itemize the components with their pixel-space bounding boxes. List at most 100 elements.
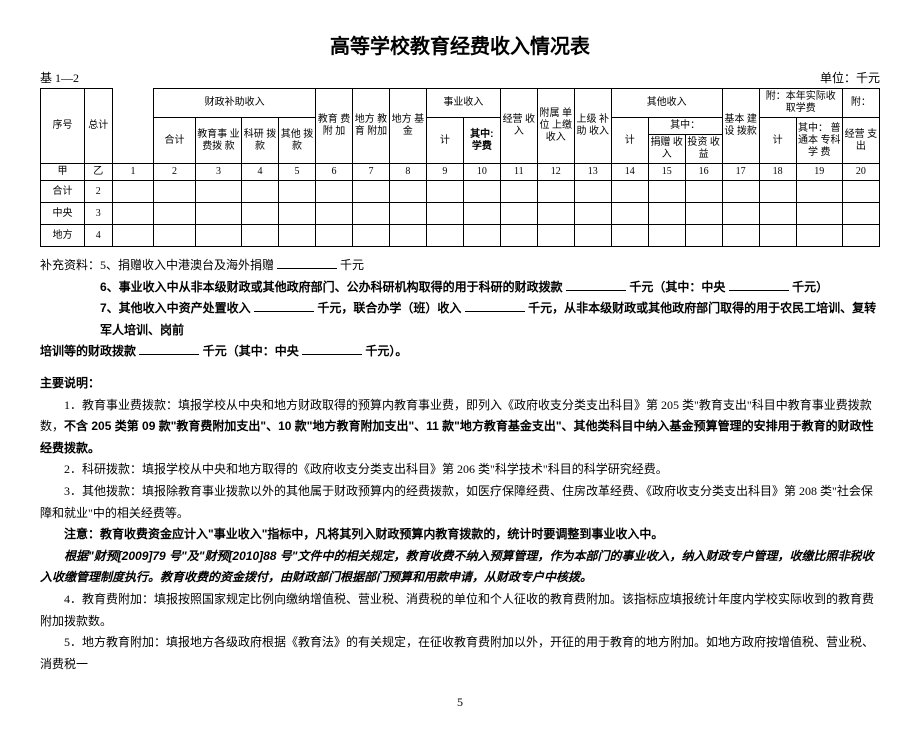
cell bbox=[279, 203, 316, 225]
idx-yi: 乙 bbox=[84, 164, 112, 181]
cell bbox=[242, 181, 279, 203]
col-ptbzk: 其中： 普通本 专科学 费 bbox=[796, 118, 842, 164]
col-czbz: 财政补助收入 bbox=[154, 89, 316, 118]
explain-2: 2．科研拨款：填报学校从中央和地方取得的《政府收支分类支出科目》第 206 类"… bbox=[40, 459, 880, 481]
cell bbox=[500, 225, 537, 247]
cell bbox=[426, 203, 463, 225]
cell bbox=[722, 181, 759, 203]
col-tzsy: 投资 收益 bbox=[685, 135, 722, 164]
col-sjbz: 上级 补助 收入 bbox=[574, 89, 611, 164]
row-num: 2 bbox=[84, 181, 112, 203]
cell bbox=[574, 203, 611, 225]
page-number: 5 bbox=[40, 695, 880, 710]
blank bbox=[302, 343, 362, 355]
cell bbox=[574, 225, 611, 247]
cell bbox=[463, 203, 500, 225]
idx-8: 8 bbox=[389, 164, 426, 181]
col-ji2: 计 bbox=[611, 118, 648, 164]
blank bbox=[729, 279, 789, 291]
explain-3: 3．其他拨款：填报除教育事业拨款以外的其他属于财政预算内的经费拨款，如医疗保障经… bbox=[40, 481, 880, 524]
table-code: 基 1—2 bbox=[40, 69, 79, 86]
cell bbox=[759, 225, 796, 247]
cell bbox=[242, 225, 279, 247]
idx-14: 14 bbox=[611, 164, 648, 181]
row-num: 4 bbox=[84, 225, 112, 247]
row-label: 合计 bbox=[41, 181, 85, 203]
table-row: 中央3 bbox=[41, 203, 880, 225]
cell bbox=[842, 203, 879, 225]
cell bbox=[685, 225, 722, 247]
cell bbox=[537, 225, 574, 247]
cell bbox=[279, 181, 316, 203]
cell bbox=[315, 181, 352, 203]
idx-16: 16 bbox=[685, 164, 722, 181]
cell bbox=[796, 225, 842, 247]
cell bbox=[352, 203, 389, 225]
blank bbox=[139, 343, 199, 355]
table-unit: 单位：千元 bbox=[820, 69, 880, 86]
idx-10: 10 bbox=[463, 164, 500, 181]
cell bbox=[611, 225, 648, 247]
row-label: 中央 bbox=[41, 203, 85, 225]
cell bbox=[537, 203, 574, 225]
explain-heading: 主要说明： bbox=[40, 373, 880, 395]
table-header-meta: 基 1—2 单位：千元 bbox=[40, 69, 880, 86]
col-jbjs: 基本 建设 拨款 bbox=[722, 89, 759, 164]
cell bbox=[500, 181, 537, 203]
supplementary-notes: 补充资料：5、捐赠收入中港澳台及海外捐赠 千元 6、事业收入中从非本级财政或其他… bbox=[40, 255, 880, 675]
cell bbox=[648, 203, 685, 225]
blank bbox=[566, 279, 626, 291]
cell bbox=[352, 181, 389, 203]
col-jyzc: 经营 支出 bbox=[842, 118, 879, 164]
supp-7b: 千元，联合办学（班）收入 bbox=[317, 301, 461, 315]
cell bbox=[242, 203, 279, 225]
cell bbox=[315, 203, 352, 225]
explain-6: 4．教育费附加：填报按照国家规定比例向缴纳增值税、营业税、消费税的单位和个人征收… bbox=[40, 589, 880, 632]
explain-1b: 不含 205 类第 09 款"教育费附加支出"、10 款"地方教育附加支出"、1… bbox=[40, 419, 874, 455]
idx-5: 5 bbox=[279, 164, 316, 181]
cell bbox=[154, 181, 196, 203]
blank bbox=[465, 300, 525, 312]
idx-20: 20 bbox=[842, 164, 879, 181]
cell bbox=[389, 181, 426, 203]
idx-7: 7 bbox=[352, 164, 389, 181]
col-fbn: 附：本年实际收 取学费 bbox=[759, 89, 842, 118]
idx-19: 19 bbox=[796, 164, 842, 181]
cell bbox=[112, 181, 154, 203]
cell bbox=[574, 181, 611, 203]
blank bbox=[277, 257, 337, 269]
cell bbox=[759, 203, 796, 225]
cell bbox=[389, 225, 426, 247]
supp-6b: 千元（其中：中央 bbox=[629, 280, 725, 294]
blank bbox=[254, 300, 314, 312]
idx-9: 9 bbox=[426, 164, 463, 181]
col-qzxf: 其中: 学费 bbox=[463, 118, 500, 164]
row-num: 3 bbox=[84, 203, 112, 225]
cell bbox=[611, 181, 648, 203]
idx-4: 4 bbox=[242, 164, 279, 181]
cell bbox=[759, 181, 796, 203]
cell bbox=[537, 181, 574, 203]
cell bbox=[352, 225, 389, 247]
idx-13: 13 bbox=[574, 164, 611, 181]
cell bbox=[279, 225, 316, 247]
cell bbox=[611, 203, 648, 225]
explain-4: 注意：教育收费资金应计入"事业收入"指标中，凡将其列入财政预算内教育拨款的，统计… bbox=[40, 524, 880, 546]
table-row: 合计2 bbox=[41, 181, 880, 203]
cell bbox=[315, 225, 352, 247]
idx-11: 11 bbox=[500, 164, 537, 181]
col-jzsr: 捐赠 收入 bbox=[648, 135, 685, 164]
supp-6c: 千元） bbox=[792, 280, 828, 294]
cell bbox=[463, 225, 500, 247]
idx-15: 15 bbox=[648, 164, 685, 181]
cell bbox=[500, 203, 537, 225]
table-row: 地方4 bbox=[41, 225, 880, 247]
idx-12: 12 bbox=[537, 164, 574, 181]
cell bbox=[722, 225, 759, 247]
idx-1: 1 bbox=[112, 164, 154, 181]
cell bbox=[796, 181, 842, 203]
cell bbox=[685, 203, 722, 225]
cell bbox=[722, 203, 759, 225]
cell bbox=[842, 181, 879, 203]
col-sysr: 事业收入 bbox=[426, 89, 500, 118]
